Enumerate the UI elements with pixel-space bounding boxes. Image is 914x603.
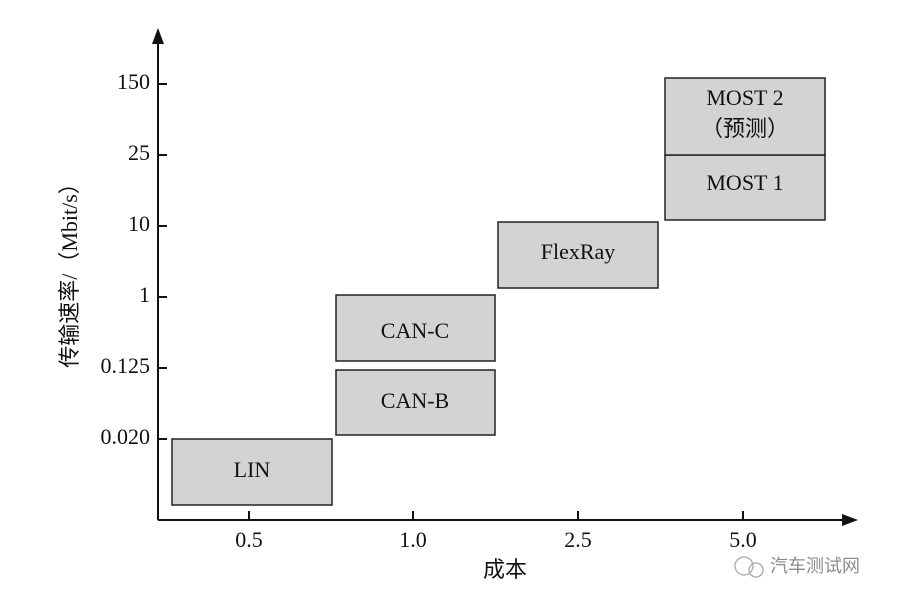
watermark-icon (734, 556, 754, 576)
box-note: （预测） (701, 116, 789, 141)
watermark-icon (748, 562, 764, 578)
y-tick-label: 25 (128, 140, 150, 165)
box-can-c (335, 294, 496, 362)
box-can-b (335, 369, 496, 436)
y-arrow (152, 28, 164, 44)
x-tick-label: 0.5 (235, 527, 263, 552)
box-label: MOST 2 (706, 85, 783, 110)
box-label: LIN (234, 457, 271, 482)
x-tick-label: 2.5 (564, 527, 592, 552)
x-arrow (842, 514, 858, 526)
box-label: CAN-C (381, 318, 449, 343)
watermark: 汽车测试网 (734, 556, 860, 578)
box-flexray (497, 221, 659, 289)
y-tick-label: 10 (128, 211, 150, 236)
box-label: MOST 1 (706, 170, 783, 195)
box-label: CAN-B (381, 388, 449, 413)
y-tick-label: 150 (117, 69, 150, 94)
y-tick-label: 1 (139, 282, 150, 307)
box-lin (171, 438, 333, 506)
y-tick-label: 0.020 (101, 424, 151, 449)
x-ticks: 0.5 1.0 2.5 5.0 (235, 511, 757, 552)
watermark-text: 汽车测试网 (770, 556, 860, 577)
x-axis-label: 成本 (483, 557, 527, 582)
x-tick-label: 5.0 (729, 527, 757, 552)
x-tick-label: 1.0 (399, 527, 427, 552)
y-tick-label: 0.125 (101, 353, 151, 378)
y-axis-label: 传输速率/（Mbit/s） (57, 172, 82, 368)
box-most2 (664, 77, 826, 156)
y-ticks: 150 25 10 1 0.125 0.020 (101, 69, 167, 449)
box-label: FlexRay (541, 239, 616, 264)
